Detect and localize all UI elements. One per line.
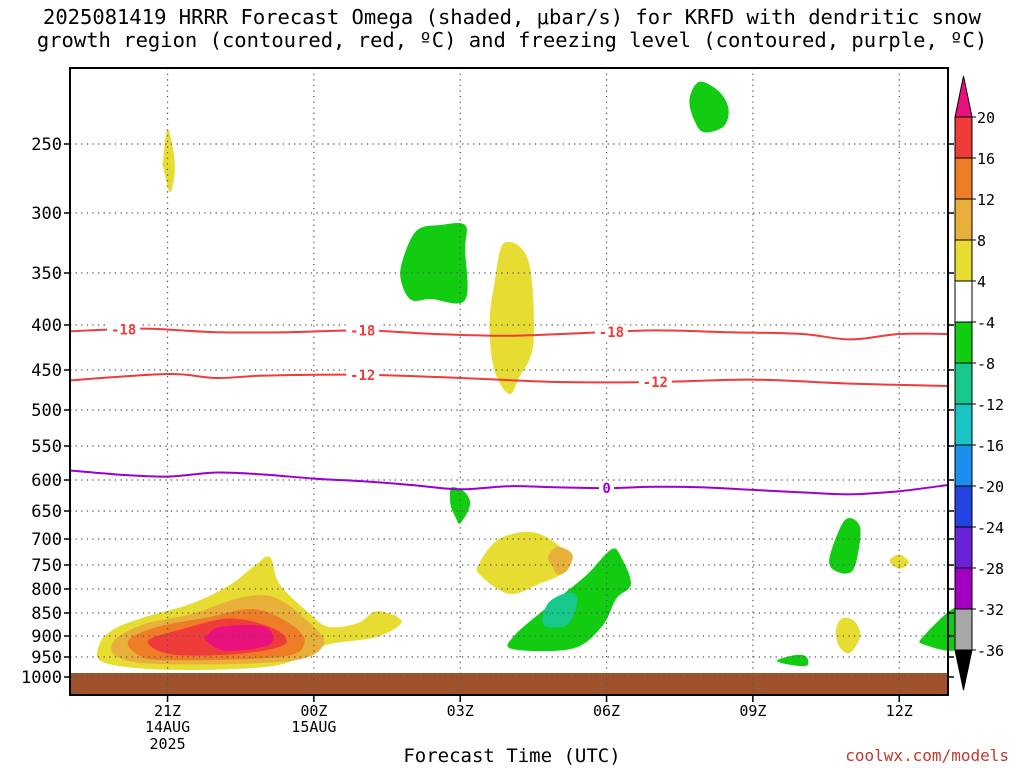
x-tick-date: 14AUG xyxy=(145,718,190,736)
contour-line xyxy=(69,469,949,496)
omega-area-17 xyxy=(777,654,809,667)
contour-label: -18 xyxy=(599,325,624,341)
colorbar-segment xyxy=(954,157,973,200)
x-tick-label: 21Z xyxy=(154,702,181,720)
grid-layer xyxy=(70,68,948,695)
y-tick-label: 800 xyxy=(31,580,62,600)
y-tick-label: 750 xyxy=(31,556,62,576)
contour-label: -18 xyxy=(350,323,375,339)
contour-label-bg xyxy=(638,375,672,389)
colorbar-label: 8 xyxy=(977,232,986,250)
contour-label-bg xyxy=(594,325,628,340)
colorbar-label: 4 xyxy=(977,273,986,291)
colorbar-label: -32 xyxy=(977,601,1004,619)
colorbar-segment xyxy=(954,280,973,323)
y-tick-label: 350 xyxy=(31,264,62,284)
contour-label: 0 xyxy=(602,481,610,497)
contour-line xyxy=(69,372,949,387)
contour-label: -12 xyxy=(350,368,375,384)
chart-title-line-1: 2025081419 HRRR Forecast Omega (shaded, … xyxy=(43,5,981,29)
plot-border xyxy=(69,67,949,696)
colorbar-bottom-arrow xyxy=(954,649,973,691)
y-tick-label: 600 xyxy=(31,471,62,491)
omega-area-11 xyxy=(400,222,468,304)
colorbar-label: 16 xyxy=(977,150,995,168)
omega-area-15 xyxy=(542,592,578,628)
colorbar-label: -24 xyxy=(977,519,1004,537)
colorbar-segment xyxy=(954,198,973,241)
x-axis-label: Forecast Time (UTC) xyxy=(403,745,621,767)
colorbar: 20 16 12 8 4 -4 -8 -12 -16 -20 -24 -28 -32 -36 xyxy=(954,75,1004,691)
colorbar-segment xyxy=(954,485,973,528)
omega-area-16 xyxy=(829,517,861,574)
colorbar-segment xyxy=(954,116,973,159)
omega-area-7 xyxy=(476,531,570,595)
y-tick-label: 550 xyxy=(31,437,62,457)
y-axis: 250 300 350 400 450 500 550 600 650 700 750 800 850 9… xyxy=(21,135,954,688)
omega-fill-layer xyxy=(96,81,962,670)
colorbar-segment xyxy=(954,362,973,405)
x-tick-date: 15AUG xyxy=(291,718,336,736)
y-tick-label: 950 xyxy=(31,648,62,668)
ground-fill xyxy=(70,673,948,695)
colorbar-label: 12 xyxy=(977,191,995,209)
colorbar-label: -36 xyxy=(977,642,1004,660)
y-tick-label: 400 xyxy=(31,316,62,336)
plot-frame xyxy=(69,67,949,696)
x-tick-label: 12Z xyxy=(886,702,913,720)
chart-title-line-2: growth region (contoured, red, ºC) and f… xyxy=(36,28,988,52)
contour-label-bg xyxy=(346,367,380,382)
contour-layer: -18 -18 -18 -12 -12 0 xyxy=(69,322,949,497)
omega-area-4 xyxy=(204,625,274,651)
y-tick-label: 1000 xyxy=(21,668,62,688)
contour-label: -18 xyxy=(111,322,136,338)
contour-label: -12 xyxy=(643,375,668,391)
colorbar-top-arrow xyxy=(954,75,973,118)
omega-area-6 xyxy=(489,241,534,395)
chart-title: 2025081419 HRRR Forecast Omega (shaded, … xyxy=(0,6,1024,52)
contour-line xyxy=(69,327,949,341)
omega-area-5 xyxy=(161,128,175,193)
y-tick-label: 250 xyxy=(31,135,62,155)
x-tick-label: 00Z xyxy=(300,702,327,720)
x-tick-year: 2025 xyxy=(149,735,185,753)
colorbar-segment xyxy=(954,608,973,651)
ground-layer xyxy=(70,673,948,695)
colorbar-segment xyxy=(954,403,973,446)
y-tick-label: 300 xyxy=(31,204,62,224)
contour-label-bg xyxy=(346,323,380,338)
y-tick-label: 450 xyxy=(31,361,62,381)
omega-area-12 xyxy=(689,81,729,133)
source-credit: coolwx.com/models xyxy=(845,746,1009,765)
colorbar-label: -12 xyxy=(977,396,1004,414)
x-tick-label: 06Z xyxy=(593,702,620,720)
colorbar-segment xyxy=(954,567,973,610)
x-tick-label: 03Z xyxy=(447,702,474,720)
y-tick-label: 500 xyxy=(31,401,62,421)
contour-label-bg xyxy=(107,322,141,337)
contour-label-bg xyxy=(599,481,615,496)
y-tick-label: 650 xyxy=(31,502,62,522)
colorbar-label: -16 xyxy=(977,437,1004,455)
colorbar-segment xyxy=(954,526,973,569)
omega-area-10 xyxy=(835,617,861,654)
y-tick-label: 850 xyxy=(31,604,62,624)
x-tick-label: 09Z xyxy=(739,702,766,720)
colorbar-segment xyxy=(954,239,973,282)
omega-area-18 xyxy=(919,607,962,651)
y-tick-label: 900 xyxy=(31,627,62,647)
colorbar-label: -20 xyxy=(977,478,1004,496)
colorbar-label: -8 xyxy=(977,355,995,373)
colorbar-label: -28 xyxy=(977,560,1004,578)
colorbar-segment xyxy=(954,444,973,487)
colorbar-label: -4 xyxy=(977,314,995,332)
colorbar-label: 20 xyxy=(977,109,995,127)
colorbar-segment xyxy=(954,321,973,364)
omega-area-8 xyxy=(547,546,573,575)
y-tick-label: 700 xyxy=(31,530,62,550)
